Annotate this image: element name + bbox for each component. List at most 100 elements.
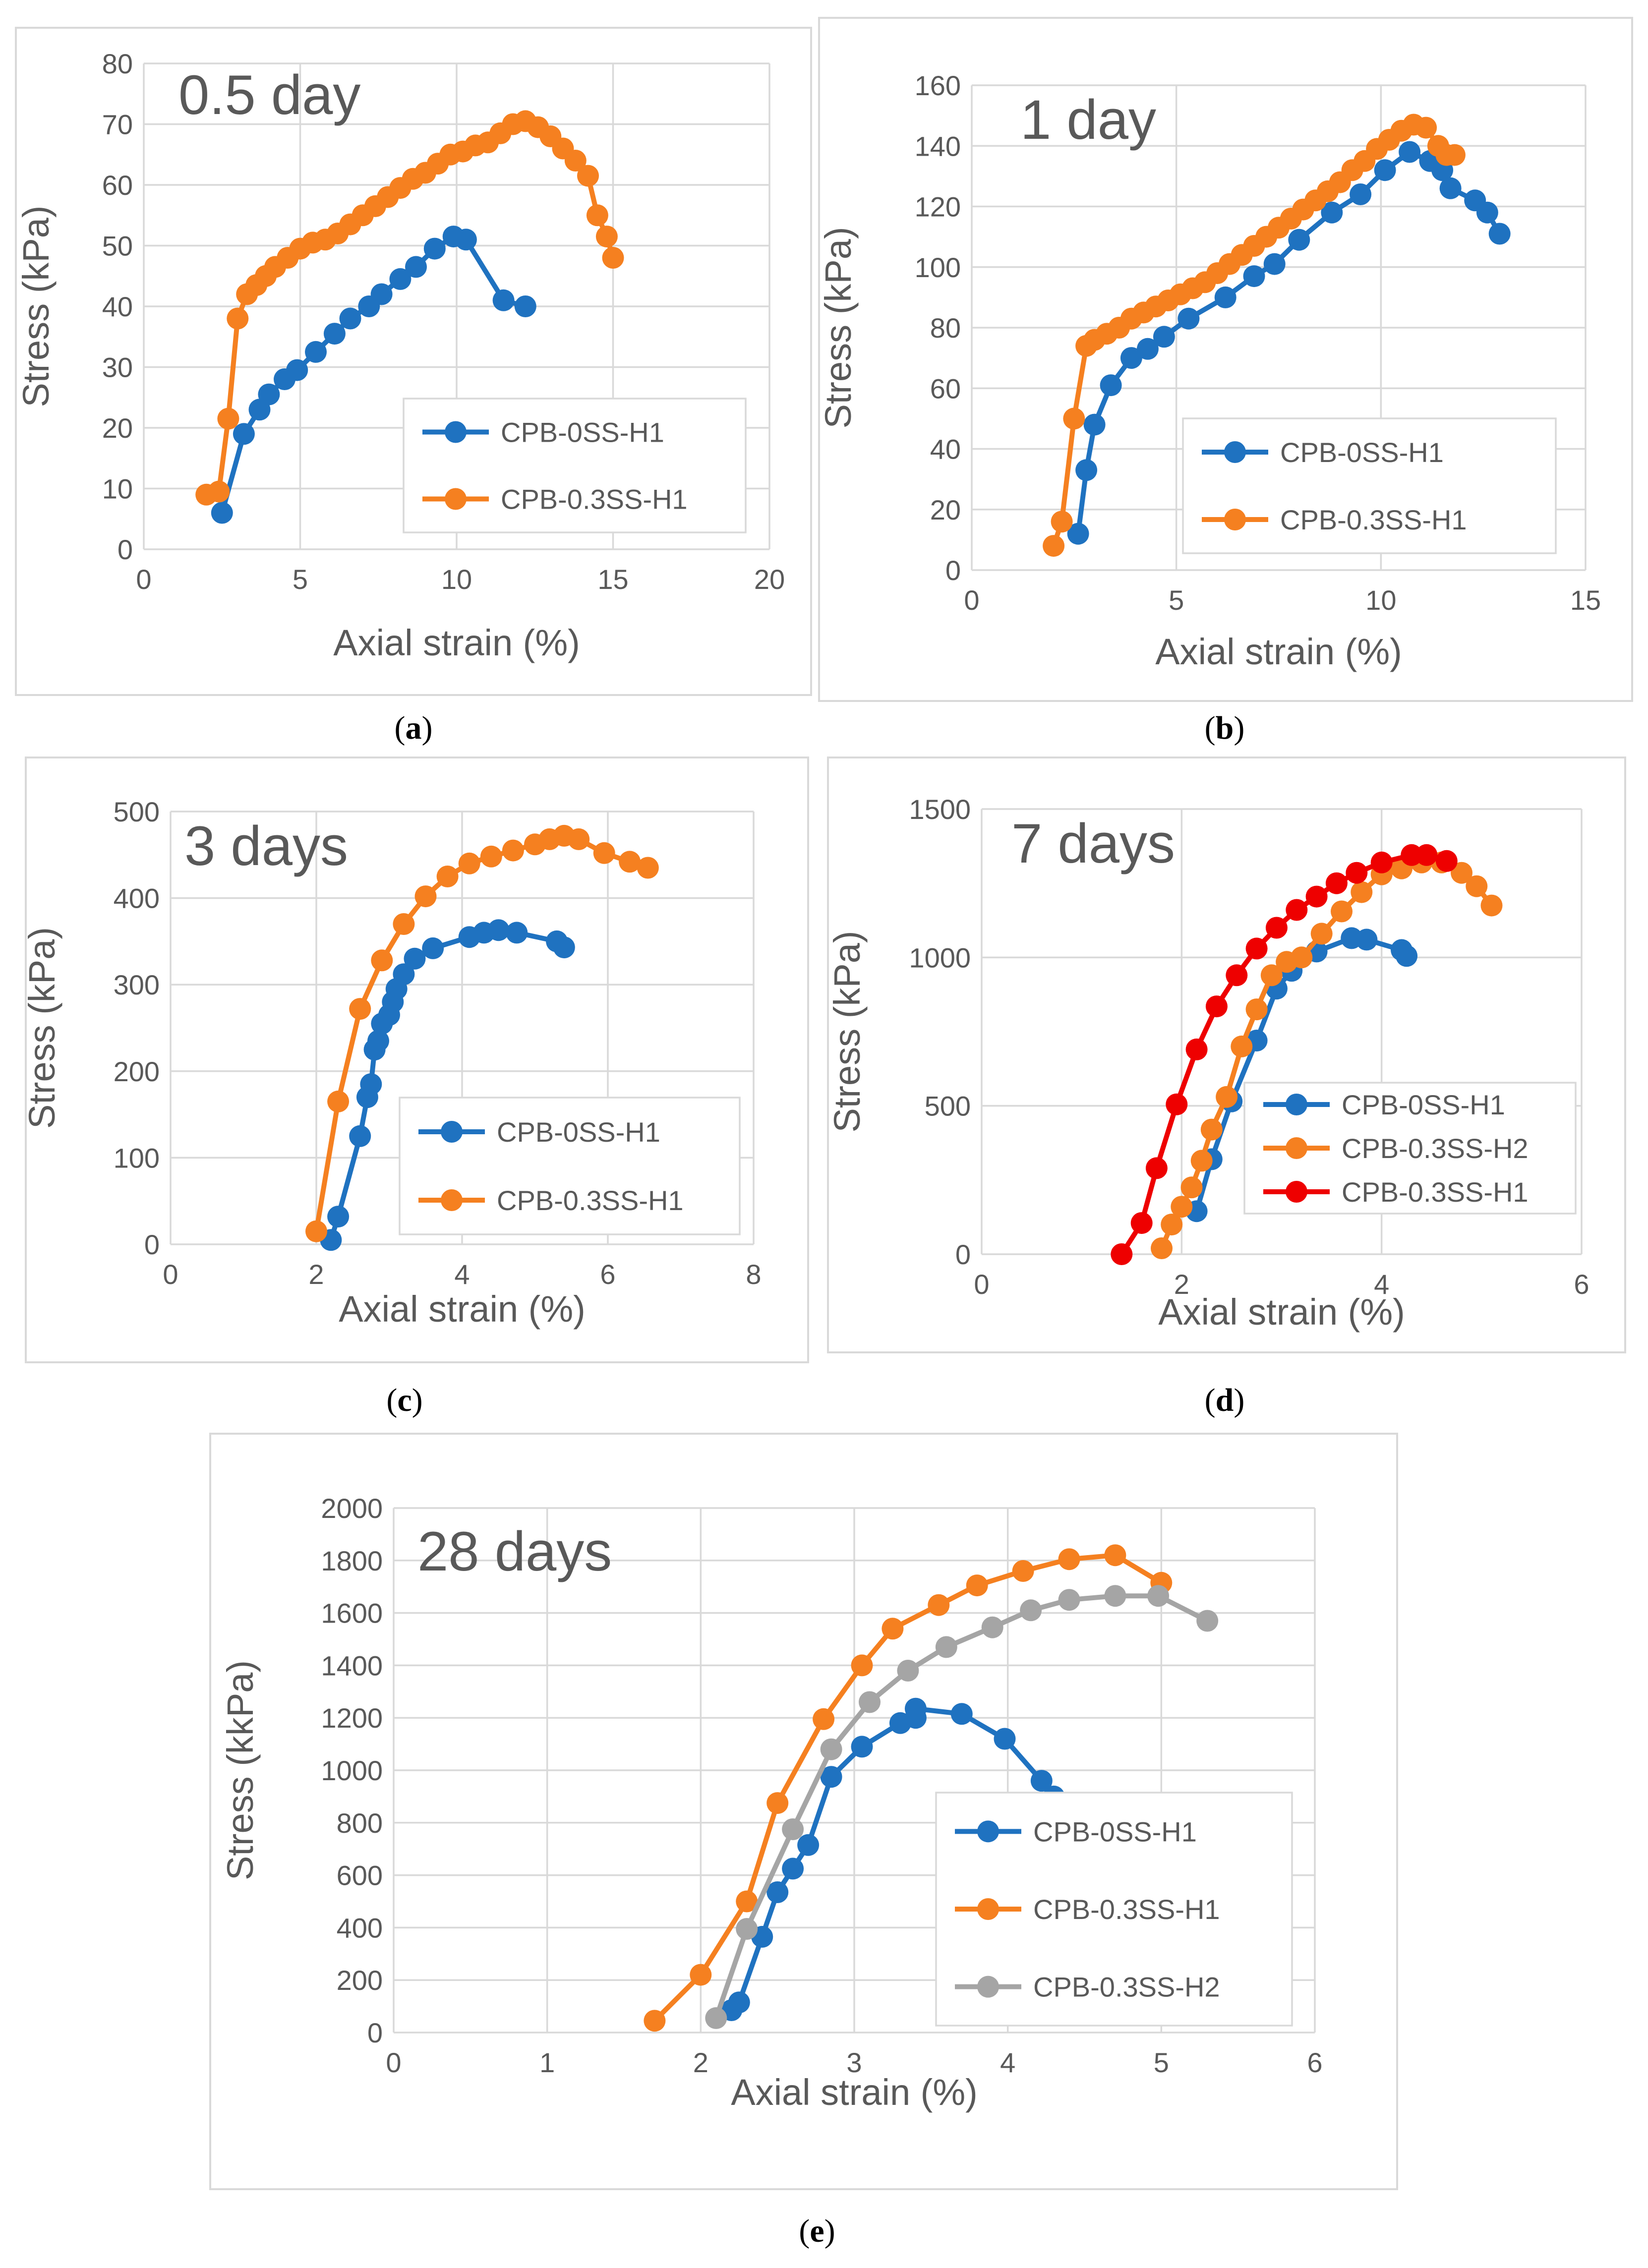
data-point-b-0-14 <box>1374 159 1396 181</box>
y-tick-label-a-8: 80 <box>102 48 133 79</box>
data-point-a-0-7 <box>323 323 346 345</box>
data-point-e-2-5 <box>897 1660 919 1682</box>
caption-c-letter: c <box>397 1382 412 1418</box>
y-tick-label-e-9: 1800 <box>321 1545 383 1576</box>
data-point-a-1-31 <box>564 150 587 172</box>
data-point-b-1-34 <box>1443 144 1466 166</box>
y-tick-label-d-0: 0 <box>955 1239 971 1270</box>
data-point-d-0-8 <box>1355 929 1378 951</box>
data-point-d-2-8 <box>1265 917 1288 939</box>
data-point-b-0-13 <box>1350 183 1372 205</box>
x-tick-label-e-1: 1 <box>539 2047 555 2078</box>
data-point-d-2-13 <box>1370 851 1393 873</box>
data-point-e-2-8 <box>1020 1599 1042 1622</box>
y-tick-label-e-2: 400 <box>337 1912 383 1943</box>
legend-swatch-marker-a-1 <box>445 488 467 510</box>
data-point-d-1-3 <box>1180 1176 1203 1199</box>
caption-c: (c) <box>386 1382 422 1418</box>
data-point-a-0-10 <box>370 283 393 305</box>
y-tick-label-c-2: 200 <box>114 1056 160 1087</box>
data-point-b-0-10 <box>1263 253 1286 275</box>
y-axis-title-a: Stress (kPa) <box>15 205 57 407</box>
data-point-e-2-4 <box>859 1691 881 1713</box>
data-point-a-0-15 <box>455 229 477 251</box>
legend-box-b <box>1182 417 1557 554</box>
y-tick-label-b-5: 100 <box>915 252 961 283</box>
x-tick-label-a-4: 20 <box>754 564 785 595</box>
y-tick-label-a-1: 10 <box>102 473 133 505</box>
data-point-d-1-14 <box>1351 881 1373 903</box>
data-point-e-2-11 <box>1147 1585 1170 1607</box>
data-point-b-0-7 <box>1177 307 1200 330</box>
x-axis-title-a: Axial strain (%) <box>333 622 580 663</box>
x-tick-label-c-2: 4 <box>454 1259 470 1290</box>
y-tick-label-e-10: 2000 <box>321 1493 383 1524</box>
data-point-d-2-16 <box>1435 850 1458 872</box>
data-point-e-1-9 <box>1012 1560 1034 1582</box>
data-point-e-1-4 <box>813 1708 835 1730</box>
x-tick-label-e-0: 0 <box>386 2047 401 2078</box>
data-point-d-0-10 <box>1396 945 1418 967</box>
x-tick-label-b-2: 10 <box>1365 584 1396 616</box>
y-tick-label-c-0: 0 <box>144 1229 160 1260</box>
legend-label-b-0: CPB-0SS-H1 <box>1280 437 1444 468</box>
x-tick-label-a-1: 5 <box>293 564 308 595</box>
data-point-d-2-14 <box>1401 844 1423 866</box>
y-tick-label-e-6: 1200 <box>321 1702 383 1734</box>
x-tick-label-b-1: 5 <box>1169 584 1184 616</box>
data-point-e-0-6 <box>820 1766 842 1788</box>
data-point-c-1-1 <box>327 1090 350 1112</box>
data-point-a-0-16 <box>492 289 515 311</box>
legend-box-c <box>399 1097 741 1235</box>
x-tick-label-a-2: 10 <box>441 564 472 595</box>
y-tick-label-b-1: 20 <box>930 494 961 525</box>
y-tick-label-e-8: 1600 <box>321 1598 383 1629</box>
data-point-b-1-31 <box>1415 116 1437 139</box>
data-point-d-2-6 <box>1226 964 1248 987</box>
caption-a: (a) <box>395 710 433 746</box>
legend-swatch-marker-d-1 <box>1286 1137 1307 1159</box>
caption-e: (e) <box>799 2213 835 2249</box>
data-point-a-0-8 <box>339 307 361 330</box>
caption-d-letter: d <box>1216 1382 1234 1418</box>
data-point-c-1-16 <box>637 857 659 879</box>
data-point-d-2-2 <box>1145 1157 1168 1179</box>
y-tick-label-c-1: 100 <box>114 1142 160 1173</box>
legend-swatch-marker-e-2 <box>977 1976 999 1998</box>
legend-swatch-marker-b-1 <box>1224 509 1246 530</box>
data-point-d-1-13 <box>1331 900 1353 923</box>
y-tick-label-b-4: 80 <box>930 312 961 344</box>
legend-swatch-marker-a-0 <box>445 421 467 443</box>
y-axis-title-b: Stress (kPa) <box>818 227 859 428</box>
data-point-b-0-3 <box>1100 374 1122 397</box>
y-tick-label-a-0: 0 <box>118 534 133 565</box>
data-point-c-0-16 <box>487 919 510 941</box>
data-point-b-1-1 <box>1051 511 1073 533</box>
y-axis-title-e: Stress (kkPa) <box>220 1660 261 1880</box>
data-point-b-0-1 <box>1075 459 1098 481</box>
data-point-c-0-11 <box>393 963 415 986</box>
legend-label-a-0: CPB-0SS-H1 <box>501 417 664 448</box>
data-point-b-1-0 <box>1043 535 1065 557</box>
data-point-e-0-3 <box>766 1881 789 1903</box>
data-point-c-1-5 <box>414 885 437 908</box>
chart-e: 0 200 400 600 800 1000 1200 1400 1600 1800 2000 0 1 2… <box>220 1493 1323 2113</box>
data-point-e-1-5 <box>851 1654 873 1677</box>
data-point-a-0-11 <box>389 268 412 290</box>
y-tick-label-b-8: 160 <box>915 70 961 101</box>
data-point-d-1-7 <box>1231 1035 1253 1057</box>
data-point-e-1-0 <box>644 2010 666 2032</box>
data-point-d-1-4 <box>1190 1150 1213 1172</box>
data-point-e-2-1 <box>736 1918 758 1940</box>
legend-swatch-marker-d-2 <box>1286 1181 1307 1203</box>
data-point-c-0-1 <box>327 1206 350 1228</box>
data-point-a-1-1 <box>208 480 230 503</box>
data-point-a-0-17 <box>514 295 536 317</box>
y-tick-label-d-3: 1500 <box>909 794 971 825</box>
panel-b-frame <box>818 17 1633 702</box>
chart-d: 0 500 1000 1500 0 2 4 6 Axial strain (%) Stress (… <box>826 794 1589 1333</box>
data-point-c-1-6 <box>436 866 459 887</box>
data-point-e-1-10 <box>1058 1548 1080 1570</box>
x-tick-label-d-0: 0 <box>974 1269 989 1300</box>
